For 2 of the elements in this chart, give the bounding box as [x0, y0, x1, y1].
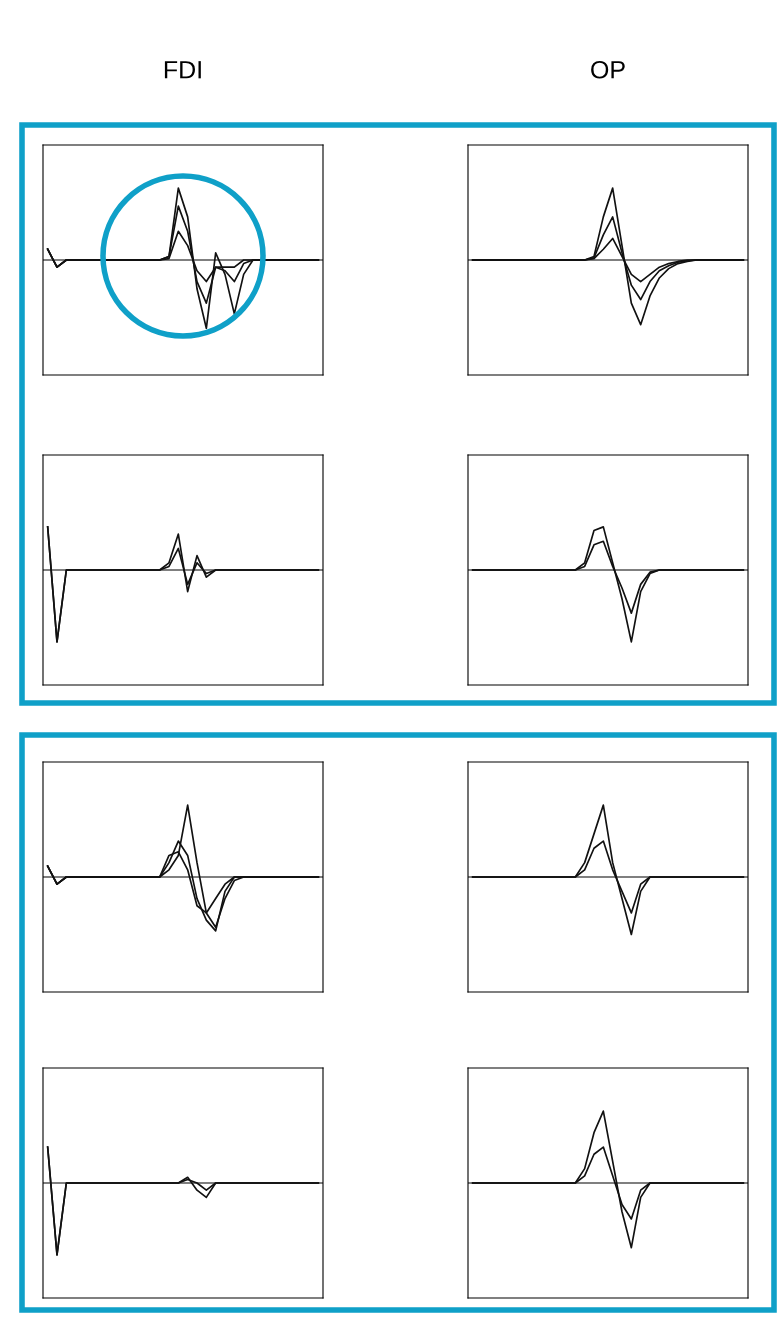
chart-title: OP [591, 60, 625, 79]
chart-title: FDI [164, 61, 201, 79]
